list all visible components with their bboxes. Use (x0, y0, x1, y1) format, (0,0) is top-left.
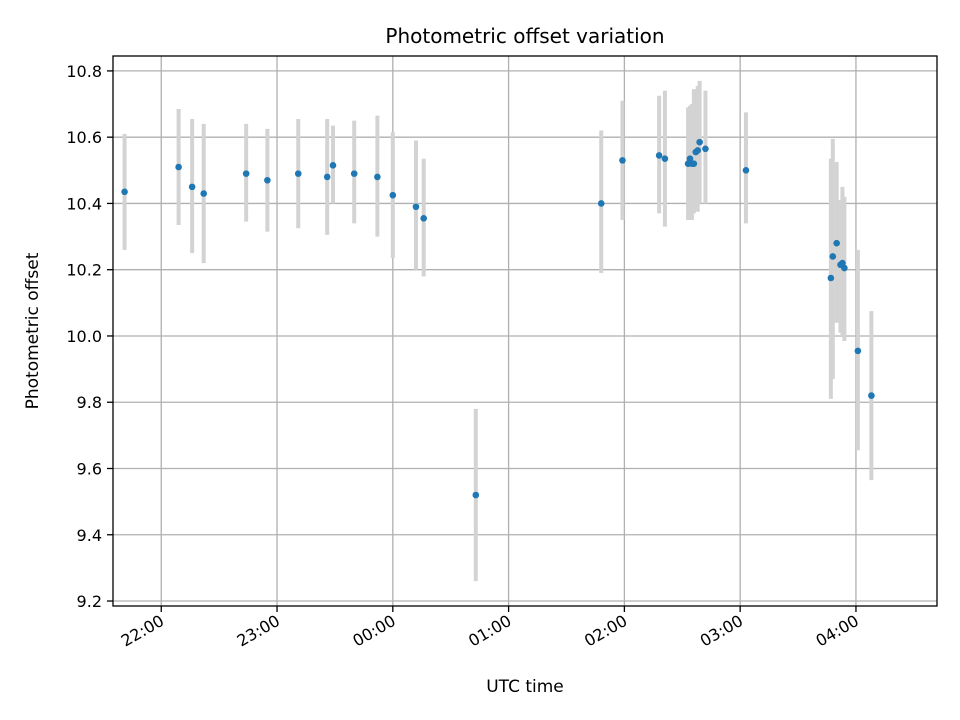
data-point (389, 191, 397, 199)
y-tick-label: 9.6 (77, 460, 102, 479)
x-tick-label: 03:00 (697, 611, 746, 651)
data-point (597, 200, 605, 207)
x-tick-label: 22:00 (118, 611, 167, 651)
y-tick-label: 10.6 (66, 128, 102, 147)
data-points (121, 138, 875, 499)
data-point (121, 188, 128, 196)
y-tick-label: 10.8 (66, 62, 102, 81)
y-tick-label: 10.2 (66, 261, 102, 280)
data-point (839, 259, 846, 267)
x-tick-label: 01:00 (465, 611, 514, 651)
data-point (696, 138, 703, 146)
data-point (294, 170, 302, 177)
y-tick-label: 10.0 (66, 327, 102, 346)
y-axis-ticks: 9.2 9.4 9.6 9.8 10.0 10.2 10.4 10.6 10.8 (66, 62, 113, 611)
data-point (242, 170, 250, 177)
y-tick-label: 10.4 (66, 194, 102, 213)
error-bars (122, 80, 874, 582)
data-point (188, 183, 196, 191)
data-point (472, 491, 480, 499)
data-point (690, 160, 698, 167)
y-tick-label: 9.8 (77, 393, 102, 412)
y-tick-label: 9.2 (77, 592, 102, 611)
data-point (854, 347, 862, 355)
x-tick-label: 00:00 (349, 611, 398, 651)
data-point (655, 152, 663, 159)
data-point (827, 274, 835, 282)
chart-title: Photometric offset variation (385, 24, 664, 48)
data-point (742, 167, 750, 174)
data-point (412, 203, 420, 211)
data-point (694, 147, 702, 154)
data-point (702, 145, 709, 153)
y-tick-label: 9.4 (77, 526, 102, 545)
data-point (833, 239, 840, 247)
data-point (323, 173, 331, 181)
data-point (175, 163, 182, 171)
x-tick-label: 04:00 (813, 611, 862, 651)
data-point (619, 157, 626, 164)
data-point (350, 170, 358, 177)
plot-area-frame (112, 55, 938, 607)
grid-lines (113, 56, 937, 606)
data-point (329, 162, 337, 169)
data-point (200, 190, 207, 197)
data-point (264, 176, 271, 184)
x-tick-label: 02:00 (581, 611, 630, 651)
x-axis-ticks: 22:00 23:00 00:00 01:00 02:00 03:00 04:00 (118, 606, 862, 651)
data-point (686, 155, 694, 163)
data-point (841, 264, 848, 272)
data-point (829, 253, 837, 260)
data-point (420, 215, 427, 222)
y-axis-label: Photometric offset (23, 252, 43, 409)
x-axis-label: UTC time (486, 677, 564, 697)
data-point (374, 173, 381, 181)
data-point (661, 155, 669, 163)
x-tick-label: 23:00 (234, 611, 283, 651)
data-point (868, 392, 875, 399)
